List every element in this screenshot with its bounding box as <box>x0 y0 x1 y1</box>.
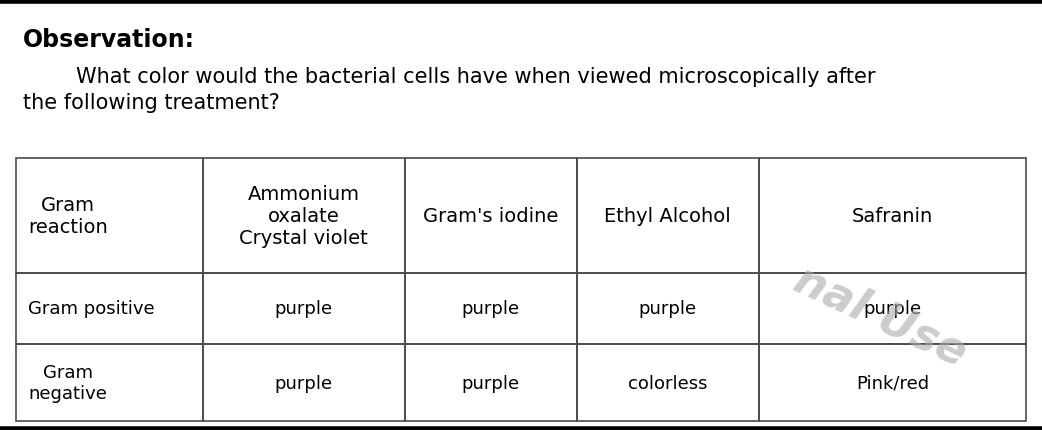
Text: purple: purple <box>462 374 520 392</box>
Text: Ammonium
oxalate
Crystal violet: Ammonium oxalate Crystal violet <box>240 184 368 248</box>
Text: Gram positive: Gram positive <box>28 300 155 317</box>
Text: Safranin: Safranin <box>851 206 933 226</box>
Text: Gram's iodine: Gram's iodine <box>423 206 559 226</box>
Text: purple: purple <box>462 300 520 317</box>
Bar <box>759 159 1026 273</box>
Text: Pink/red: Pink/red <box>855 374 929 392</box>
Bar <box>576 273 759 344</box>
Bar <box>404 159 576 273</box>
Text: purple: purple <box>275 300 332 317</box>
Bar <box>759 344 1026 421</box>
Bar <box>202 344 404 421</box>
Bar <box>16 159 202 273</box>
Text: purple: purple <box>864 300 921 317</box>
Bar <box>404 273 576 344</box>
Bar <box>16 273 202 344</box>
Bar <box>404 344 576 421</box>
Text: nal Use: nal Use <box>788 257 973 374</box>
Bar <box>576 159 759 273</box>
Text: Ethyl Alcohol: Ethyl Alcohol <box>604 206 730 226</box>
Bar <box>202 273 404 344</box>
Bar <box>576 344 759 421</box>
Text: purple: purple <box>275 374 332 392</box>
Text: Gram
negative: Gram negative <box>28 363 107 402</box>
Text: Observation:: Observation: <box>23 28 195 52</box>
Bar <box>202 159 404 273</box>
Bar <box>16 344 202 421</box>
Bar <box>759 273 1026 344</box>
Text: colorless: colorless <box>628 374 708 392</box>
Text: What color would the bacterial cells have when viewed microscopically after
the : What color would the bacterial cells hav… <box>23 67 875 113</box>
Text: purple: purple <box>639 300 697 317</box>
Text: Gram
reaction: Gram reaction <box>28 196 108 237</box>
